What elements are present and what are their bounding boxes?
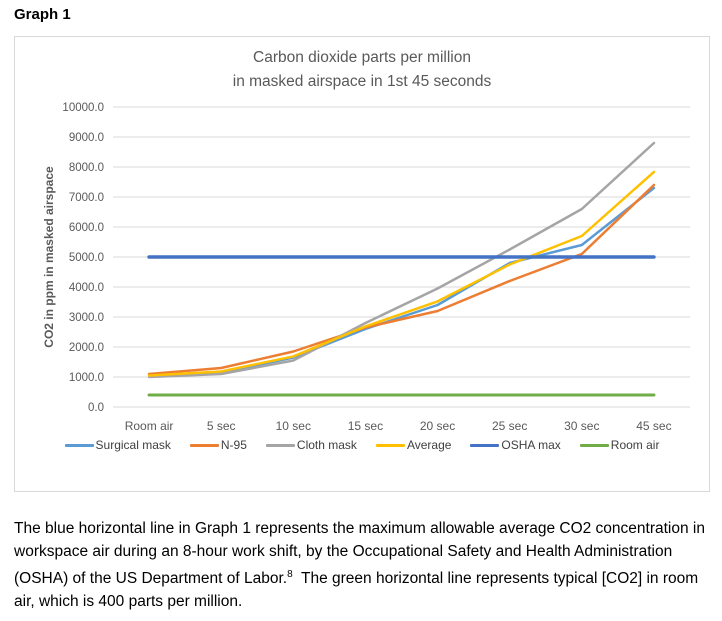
y-tick-label: 4000.0 — [69, 282, 104, 294]
x-tick-label: 30 sec — [564, 419, 599, 433]
y-tick-label: 5000.0 — [69, 252, 104, 264]
x-tick-label: Room air — [125, 419, 174, 433]
legend-label: Cloth mask — [296, 438, 357, 452]
series-line-cloth-mask — [147, 141, 656, 379]
y-tick-label: 7000.0 — [69, 192, 104, 204]
y-tick-label: 0.0 — [88, 402, 104, 414]
chart-title-line-1: Carbon dioxide parts per million — [253, 49, 471, 66]
page-heading: Graph 1 — [14, 6, 71, 23]
chart-legend: Surgical mask N-95 Cloth mask Average OSHA m… — [15, 438, 709, 452]
caption: The blue horizontal line in Graph 1 repr… — [14, 517, 714, 613]
legend-label: Surgical mask — [95, 438, 171, 452]
caption-text-2: The green horizontal line represents typ… — [14, 570, 699, 611]
x-tick-label: 45 sec — [636, 419, 671, 433]
y-tick-label: 8000.0 — [69, 162, 104, 174]
series-line-n-95 — [147, 183, 656, 376]
y-tick-label: 1000.0 — [69, 372, 104, 384]
caption-text-1: The blue horizontal line in Graph 1 repr… — [14, 520, 705, 588]
series-line-average — [147, 170, 656, 377]
x-tick-label: 15 sec — [348, 419, 383, 433]
legend-swatch-average — [375, 443, 405, 447]
chart-frame: 0.0 1000.0 2000.0 3000.0 4000.0 5000.0 6000.0 7… — [14, 36, 710, 492]
legend-item-osha-max: OSHA max — [470, 438, 561, 452]
y-tick-label: 10000.0 — [62, 102, 104, 114]
legend-label: Average — [406, 438, 452, 452]
legend-label: Room air — [610, 438, 660, 452]
y-tick-label: 3000.0 — [69, 312, 104, 324]
legend-item-surgical-mask: Surgical mask — [64, 438, 171, 452]
legend-item-average: Average — [375, 438, 452, 452]
chart-plot-area: 0.0 1000.0 2000.0 3000.0 4000.0 5000.0 6000.0 7… — [42, 102, 690, 433]
y-tick-label: 2000.0 — [69, 342, 104, 354]
legend-swatch-n-95 — [189, 443, 219, 447]
y-tick-label: 6000.0 — [69, 222, 104, 234]
legend-label: OSHA max — [501, 438, 561, 452]
legend-label: N-95 — [220, 438, 247, 452]
legend-item-n-95: N-95 — [189, 438, 247, 452]
chart-title: Carbon dioxide parts per million in mask… — [15, 46, 709, 94]
legend-swatch-cloth-mask — [265, 443, 295, 447]
footnote-ref: 8 — [287, 569, 293, 580]
x-tick-label: 25 sec — [492, 419, 527, 433]
legend-item-cloth-mask: Cloth mask — [265, 438, 357, 452]
x-tick-label: 20 sec — [420, 419, 455, 433]
legend-swatch-osha-max — [470, 443, 500, 447]
legend-item-room-air: Room air — [579, 438, 660, 452]
legend-swatch-room-air — [579, 443, 609, 447]
y-tick-label: 9000.0 — [69, 132, 104, 144]
chart-title-line-2: in masked airspace in 1st 45 seconds — [232, 73, 492, 90]
y-axis-title: CO2 in ppm in masked airspace — [42, 166, 56, 348]
legend-swatch-surgical-mask — [64, 443, 94, 447]
x-tick-label: 5 sec — [207, 419, 236, 433]
x-tick-label: 10 sec — [276, 419, 311, 433]
